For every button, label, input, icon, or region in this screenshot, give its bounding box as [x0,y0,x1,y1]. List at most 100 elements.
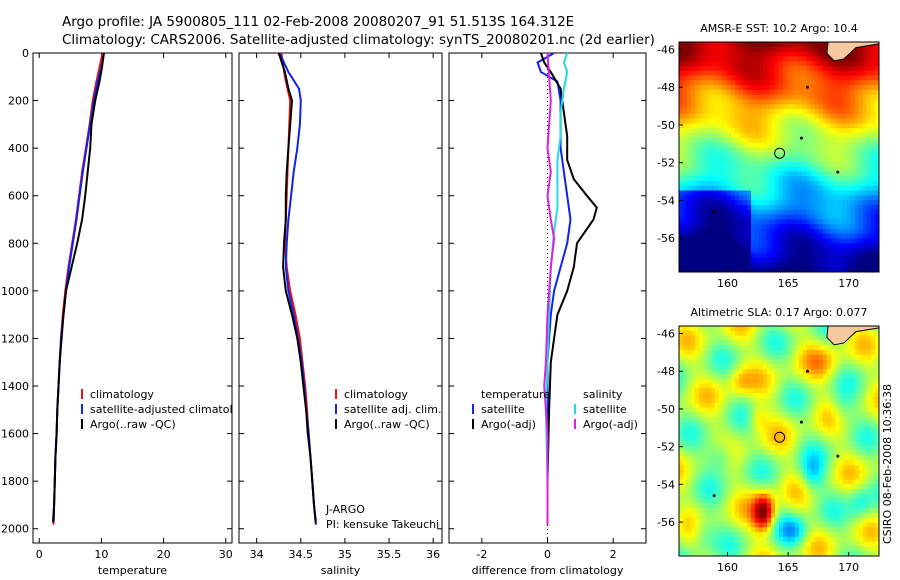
data-point [566,53,569,54]
data-point [586,194,588,197]
data-point [98,80,101,83]
data-point [76,242,79,245]
data-point [296,147,299,150]
map-y-tick-label: -56 [657,516,675,529]
data-point [289,99,292,102]
data-point [563,87,565,90]
legend-label: climatology [90,388,154,401]
y-tick-label: 1400 [1,380,29,393]
data-point [549,361,552,364]
data-point [291,99,293,102]
data-point [546,480,549,483]
data-point [314,523,317,525]
legend-label: satellite [481,403,525,416]
map-frame [678,41,880,273]
data-point [546,53,549,54]
data-point [78,194,81,197]
header-line2: Climatology: CARS2006. Satellite-adjuste… [62,32,655,48]
data-point [84,194,87,197]
data-point [576,242,578,245]
map-y-tick-label: -50 [657,403,675,416]
data-point [566,71,569,73]
legend-label: satellite [583,403,627,416]
data-point [287,87,290,90]
map-field [679,326,879,556]
difference-panel: -2 0 2 difference from climatology temperatu… [448,52,647,577]
map-y-tick-label: -50 [657,119,675,132]
series-line-black [539,53,598,524]
map-y-tick-label: -54 [657,194,675,207]
x-tick-label: 0 [544,548,551,561]
data-point [546,147,549,150]
data-point [566,159,569,161]
data-point [548,75,550,78]
data-point [592,218,595,221]
x-tick-label: 2 [610,548,617,561]
data-point [103,53,105,54]
header-line1: Argo profile: JA 5900805_111 02-Feb-2008… [62,14,574,30]
y-tick-label: 0 [22,47,29,60]
data-point [290,194,292,197]
data-point [55,432,58,435]
data-point [563,171,565,173]
sla-map: Altimetric SLA: 0.17 Argo: 0.077 160 165 17… [657,306,880,574]
data-point [98,66,101,69]
map-y-tick-label: -48 [657,365,675,378]
map-y-tick-label: -46 [657,328,675,341]
data-point [294,313,297,316]
data-point [65,290,67,292]
x-tick-label: 35.5 [377,548,402,561]
legend-header: temperature [481,388,550,401]
island [799,136,803,140]
data-point [277,53,280,54]
land-mass [826,326,879,346]
data-point [299,123,301,126]
data-point [58,361,61,364]
data-point [563,61,565,64]
profile-marker [774,147,786,159]
data-point [282,266,284,268]
data-point [287,71,290,73]
legend-label: Argo(..raw -QC) [90,418,176,431]
data-point [90,123,93,126]
x-tick-label: 20 [157,548,171,561]
data-point [553,290,555,292]
data-point [285,242,288,245]
map-x-tick-label: 160 [717,277,738,290]
data-point [299,337,301,340]
data-point [299,99,302,102]
map-x-tick-label: 160 [717,561,738,574]
map-y-tick-label: -56 [657,232,675,245]
series-group [51,53,105,525]
data-point [101,66,103,69]
y-tick-label: 200 [8,95,29,108]
map-frame [678,325,880,557]
series-line-cyan [544,53,569,524]
y-tick-label: 400 [8,142,29,155]
y-tick-label: 1000 [1,285,29,298]
data-point [549,313,552,316]
data-point [314,520,317,523]
data-point [284,266,287,268]
data-point [559,266,562,268]
map-title: AMSR-E SST: 10.2 Argo: 10.4 [700,22,858,35]
annotation-line1: J-ARGO [325,503,365,516]
data-point [284,194,287,197]
data-point [291,313,293,316]
data-point [285,171,288,173]
y-tick-label: 1600 [1,428,29,441]
map-x-tick-label: 165 [778,277,799,290]
data-point [536,61,539,64]
legend-header: salinity [583,388,623,401]
map-x-tick-label: 165 [778,561,799,574]
data-point [68,266,70,268]
data-point [572,178,575,181]
data-point [305,408,307,411]
data-point [306,432,309,435]
data-point [546,523,549,525]
side-stamp: CSIRO 08-Feb-2008 10:36:38 [881,384,894,544]
data-point [287,147,290,150]
data-point [556,159,559,161]
data-point [296,337,299,340]
y-tick-label: 1200 [1,332,29,345]
